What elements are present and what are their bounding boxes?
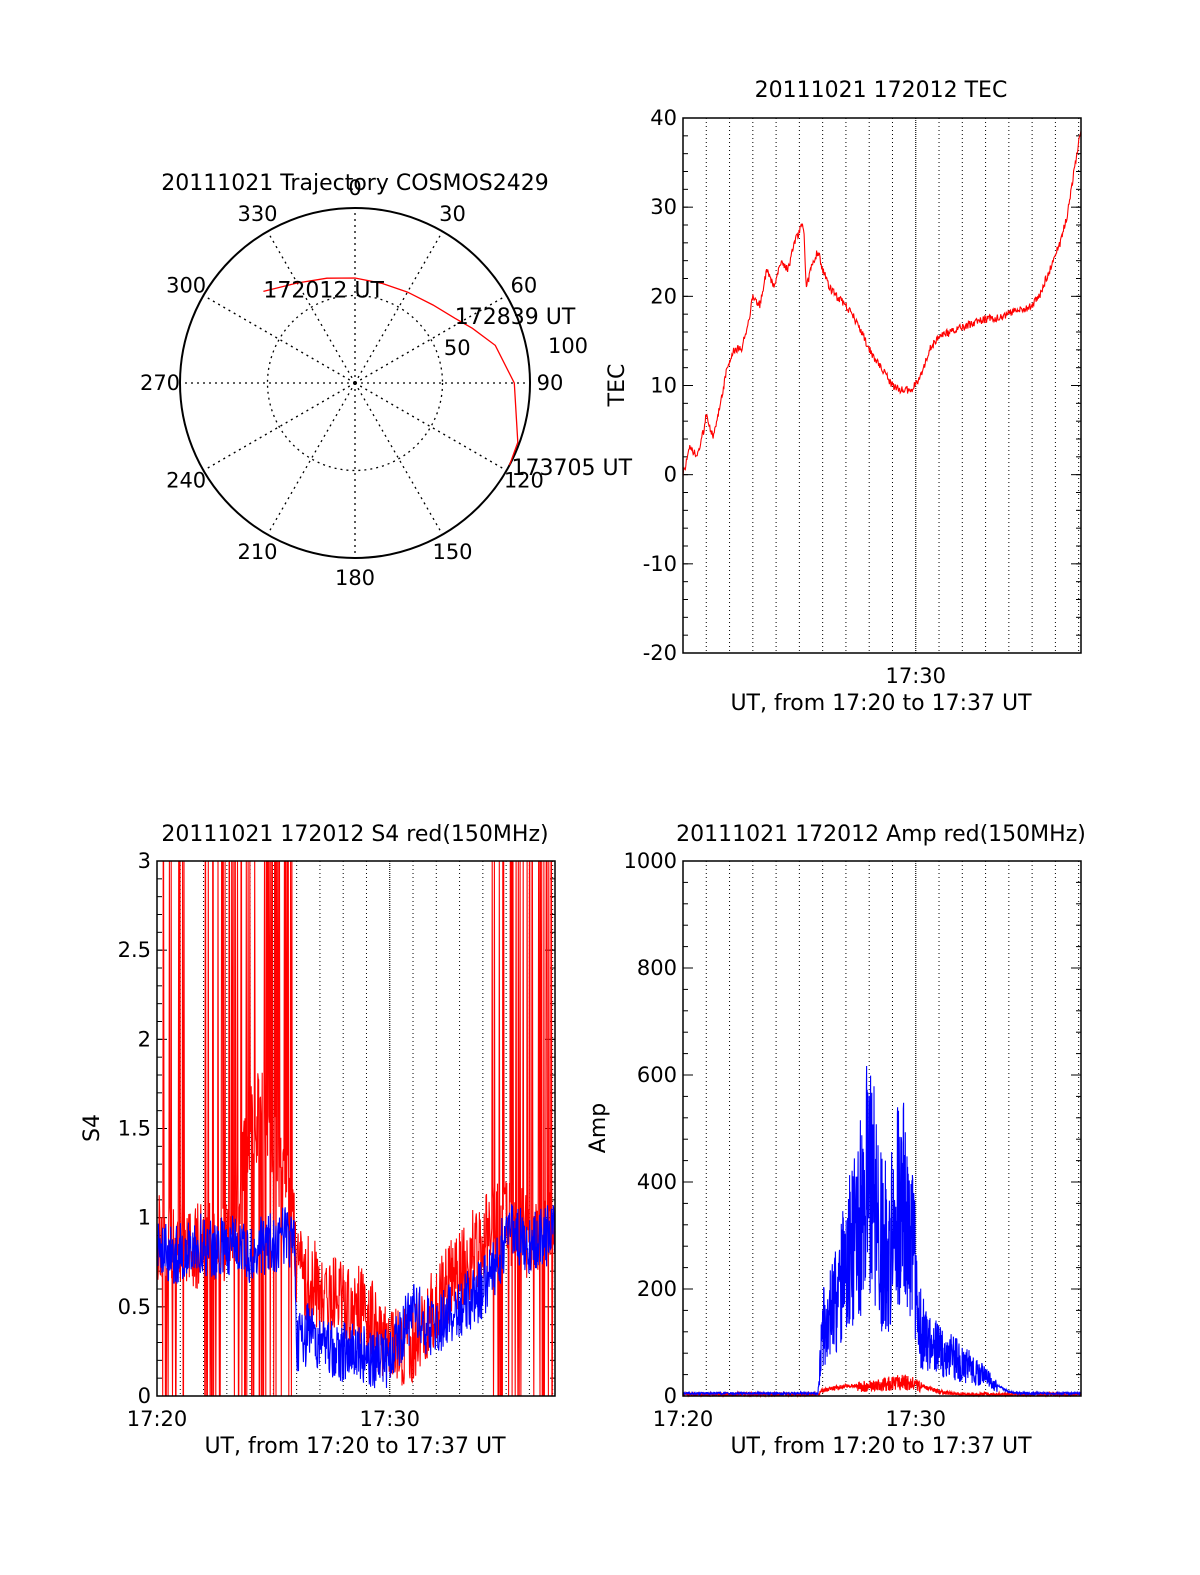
polar-angle-label-30: 30: [439, 202, 466, 226]
polar-grid-spoke-330: [266, 231, 356, 384]
polar-time-label-1: 172839 UT: [455, 305, 576, 330]
polar-grid-spoke-30: [354, 231, 444, 384]
ytick-label-5: 30: [650, 195, 677, 219]
polar-radial-label-100: 100: [548, 334, 588, 358]
ytick-label-0: 0: [664, 1384, 677, 1408]
plot-frame: [682, 117, 1082, 654]
s4-ylabel: S4: [80, 1114, 105, 1142]
ytick-label-1: 200: [637, 1277, 677, 1301]
tec-title: 20111021 172012 TEC: [755, 78, 1008, 103]
ytick-label-3: 600: [637, 1063, 677, 1087]
xtick-label-0: 17:20: [127, 1407, 188, 1431]
polar-angle-label-120: 120: [504, 469, 544, 493]
xtick-label-1: 17:30: [885, 1407, 946, 1431]
polar-time-label-2: 173705 UT: [512, 456, 633, 481]
polar-title: 20111021 Trajectory COSMOS2429: [161, 171, 548, 196]
polar-angle-label-150: 150: [432, 540, 472, 564]
polar-angle-labels: 0 30 60 90 120 150 180 210 240 270 300 330 50 100: [140, 176, 588, 590]
amp-ylabel: Amp: [586, 1103, 611, 1153]
polar-angle-label-330: 330: [237, 202, 277, 226]
xtick-label-1: 17:30: [359, 1407, 420, 1431]
polar-grid-spoke-240: [203, 382, 356, 472]
amp-title: 20111021 172012 Amp red(150MHz): [676, 822, 1086, 847]
ytick-label-5: 1000: [624, 849, 677, 873]
tec-plot-area: -20 -10 0 10 20 30 40 17:30: [643, 106, 1082, 688]
s4-panel: 20111021 172012 S4 red(150MHz) 0 0.5 1 1.5 2…: [80, 822, 556, 1459]
ytick-label-0: -20: [643, 641, 677, 665]
ytick-label-2: 0: [664, 463, 677, 487]
series-line-0: [156, 860, 556, 1397]
ytick-label-6: 3: [138, 849, 151, 873]
amp-plot-area: 0 200 400 600 800 1000 17:20 17:30: [624, 849, 1082, 1431]
polar-trajectory: 172012 UT 172839 UT 173705 UT: [263, 277, 633, 481]
ytick-label-4: 2: [138, 1027, 151, 1051]
polar-angle-label-300: 300: [166, 274, 206, 298]
amp-xlabel: UT, from 17:20 to 17:37 UT: [730, 1434, 1032, 1459]
series-line-0: [682, 130, 1082, 477]
polar-grid-spoke-150: [354, 382, 444, 535]
s4-plot-area: 0 0.5 1 1.5 2 2.5 3 17:20 17:30: [118, 849, 556, 1431]
ytick-label-3: 10: [650, 374, 677, 398]
polar-trajectory-line: [263, 277, 519, 466]
polar-grid-spoke-120: [354, 382, 507, 472]
plot-frame: [156, 860, 556, 1397]
polar-grid: [180, 208, 530, 558]
ytick-label-1: -10: [643, 552, 677, 576]
polar-angle-label-270: 270: [140, 371, 180, 395]
ytick-label-4: 800: [637, 956, 677, 980]
polar-angle-label-210: 210: [237, 540, 277, 564]
series-line-0: [682, 1374, 1082, 1399]
s4-xlabel: UT, from 17:20 to 17:37 UT: [204, 1434, 506, 1459]
polar-angle-label-90: 90: [537, 371, 564, 395]
polar-radial-label-50: 50: [444, 336, 471, 360]
ytick-label-3: 1.5: [118, 1117, 151, 1141]
xtick-label-0: 17:30: [885, 664, 946, 688]
ytick-label-5: 2.5: [118, 938, 151, 962]
series-line-1: [156, 1204, 556, 1389]
polar-angle-label-240: 240: [166, 469, 206, 493]
ytick-label-0: 0: [138, 1384, 151, 1408]
ytick-label-2: 1: [138, 1206, 151, 1230]
polar-outer-circle: [179, 207, 531, 559]
tec-xlabel: UT, from 17:20 to 17:37 UT: [730, 691, 1032, 716]
s4-title: 20111021 172012 S4 red(150MHz): [161, 822, 548, 847]
xtick-label-0: 17:20: [653, 1407, 714, 1431]
ytick-label-2: 400: [637, 1170, 677, 1194]
amp-panel: 20111021 172012 Amp red(150MHz) 0 200 400 6…: [586, 822, 1086, 1459]
polar-angle-label-180: 180: [335, 566, 375, 590]
polar-grid-spoke-300: [203, 294, 356, 384]
plot-frame: [682, 860, 1082, 1397]
polar-time-label-0: 172012 UT: [263, 278, 384, 303]
polar-angle-label-60: 60: [511, 274, 538, 298]
tec-ylabel: TEC: [605, 364, 630, 408]
ytick-label-4: 20: [650, 284, 677, 308]
series-line-1: [682, 1065, 1082, 1397]
tec-panel: 20111021 172012 TEC -20 -10 0 10 20 30 40 17:30…: [605, 78, 1082, 716]
ytick-label-6: 40: [650, 106, 677, 130]
polar-angle-label-0: 0: [348, 176, 361, 200]
polar-grid-spoke-210: [266, 382, 356, 535]
ytick-label-1: 0.5: [118, 1295, 151, 1319]
polar-panel: 20111021 Trajectory COSMOS2429 0 30 60 90 12…: [140, 171, 633, 590]
polar-grid-spoke-60: [354, 294, 507, 384]
polar-grid-circle-50: [266, 294, 444, 472]
